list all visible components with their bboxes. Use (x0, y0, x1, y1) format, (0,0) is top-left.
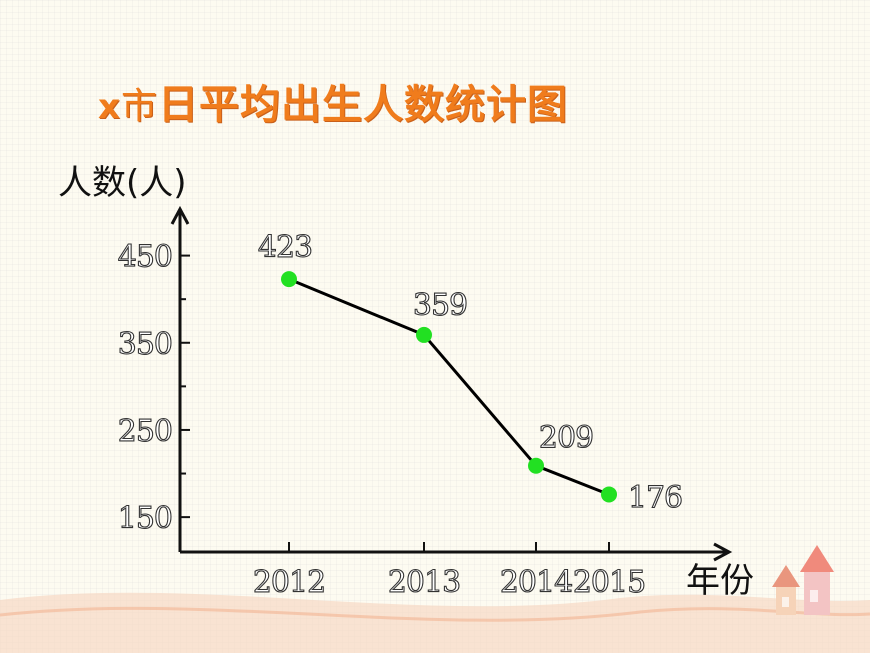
y-tick-label: 250 (118, 414, 172, 449)
data-point (281, 271, 297, 288)
y-tick-label: 350 (118, 327, 172, 362)
x-tick-label: 2014 (500, 565, 572, 600)
y-ticks: 150 250 350 450 (117, 239, 190, 537)
x-tick-label: 2013 (388, 565, 460, 600)
data-label: 359 (413, 288, 467, 323)
axes (170, 205, 733, 562)
y-tick-label: 150 (118, 501, 172, 536)
decorative-wave (0, 592, 870, 653)
title-prefix: x (98, 87, 121, 127)
castle-decoration (772, 545, 834, 615)
x-ticks: 2012 2013 2014 2015 (252, 542, 647, 601)
title-rest: 日平均出生人数统计图 (157, 82, 568, 128)
data-point (601, 486, 617, 503)
data-label: 209 (539, 421, 593, 456)
chart-title: x市日平均出生人数统计图 (98, 72, 568, 130)
y-axis-arrow (170, 205, 190, 225)
x-tick-label: 2012 (253, 565, 325, 600)
x-axis-arrow (713, 542, 733, 562)
data-point (416, 326, 432, 343)
x-axis-label: 年份 (686, 561, 754, 601)
data-point (528, 457, 544, 474)
y-tick-label: 450 (118, 240, 172, 275)
title-city: 市 (120, 86, 158, 127)
series-line (288, 277, 610, 496)
data-label: 176 (628, 480, 682, 515)
y-axis-label: 人数(人) (58, 163, 187, 203)
x-tick-label: 2015 (573, 565, 645, 600)
series: 423 359 209 176 (257, 230, 683, 516)
data-label: 423 (258, 230, 312, 265)
